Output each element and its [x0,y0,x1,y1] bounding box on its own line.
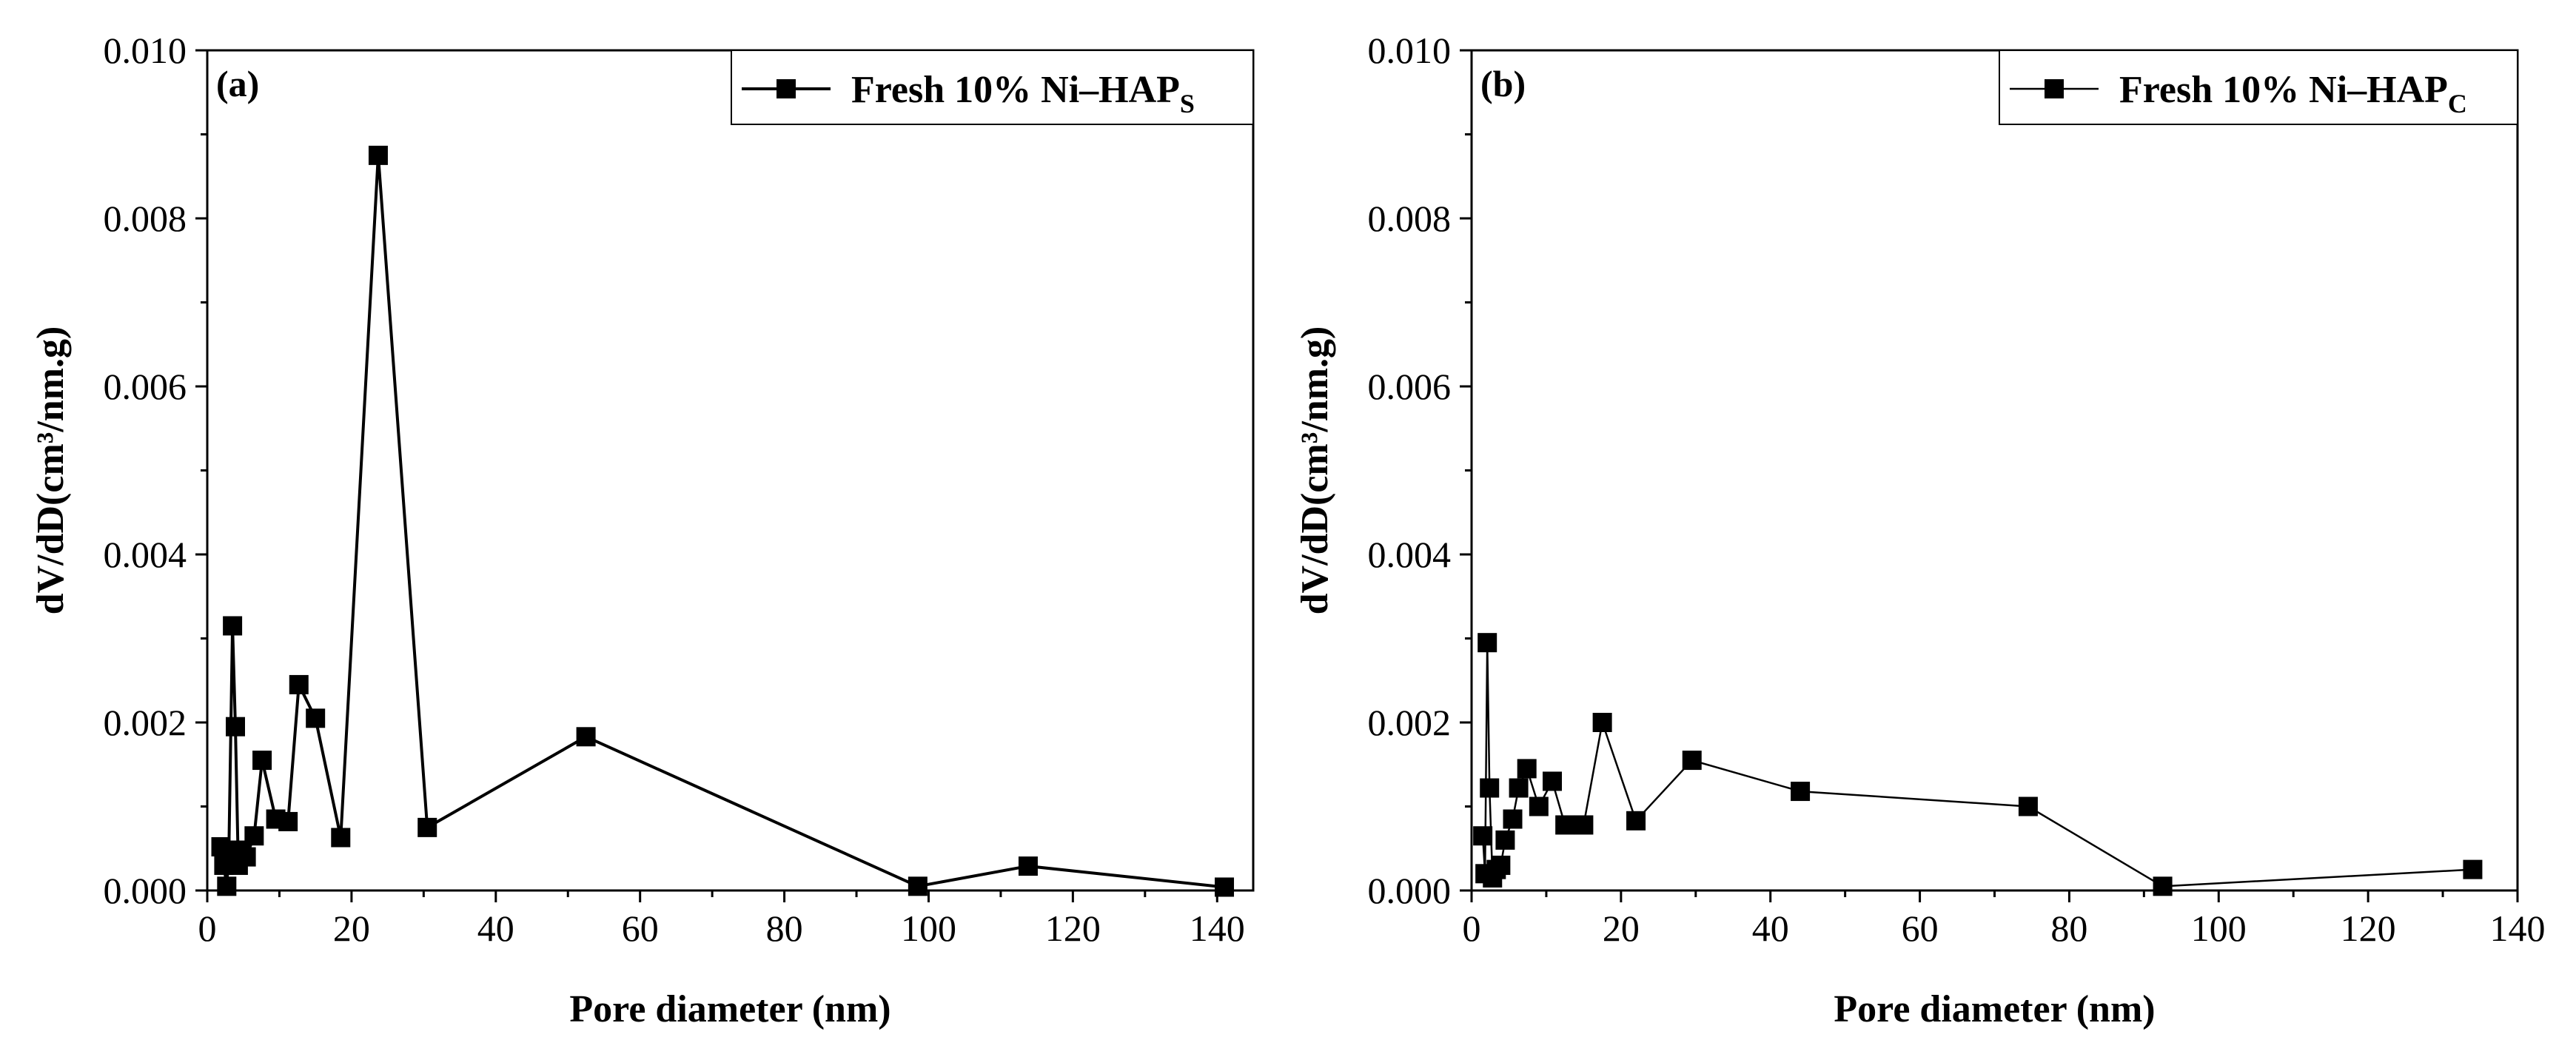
data-point [1215,877,1235,897]
x-tick-label: 140 [1190,908,1245,949]
data-point [278,811,298,831]
y-tick-label: 0.008 [104,198,187,239]
data-point [368,145,388,165]
y-tick-label: 0.006 [104,366,187,407]
data-point [244,826,264,846]
data-point [1791,782,1811,802]
data-point [1555,815,1575,835]
data-point [306,708,326,728]
legend-label: Fresh 10% Ni–HAPC [2119,69,2467,118]
x-tick-label: 20 [1603,908,1640,949]
data-point [1491,855,1511,875]
legend-marker [777,79,796,98]
series-line [1481,641,2473,888]
y-tick-label: 0.006 [1368,366,1452,407]
plot-frame [206,49,1255,892]
data-point [1682,751,1702,771]
legend-label: Fresh 10% Ni–HAPS [851,69,1195,118]
legend-marker [2045,79,2064,98]
x-tick-label: 120 [2341,908,2396,949]
x-tick-label: 0 [198,908,217,949]
data-point [1018,856,1038,876]
x-tick-label: 60 [622,908,659,949]
x-tick-label: 100 [901,908,956,949]
panel-b: 0 20 40 60 80 100 120 140 0.000 0.002 0.004 0.006 0.… [1294,30,2546,1030]
data-point [223,616,243,636]
data-point [1592,713,1612,732]
data-point [226,717,246,737]
x-axis-title: Pore diameter (nm) [569,988,890,1030]
x-tick-label: 20 [333,908,370,949]
panel-label: (a) [216,63,259,104]
plot-frame [1470,49,2519,892]
panel-label: (b) [1480,63,1526,104]
data-point [1473,826,1493,846]
legend-box [1999,50,2518,125]
x-tick-label: 60 [1902,908,1939,949]
data-point [331,828,351,848]
y-tick-label: 0.010 [1368,30,1452,71]
x-tick-label: 120 [1045,908,1101,949]
x-tick-label: 80 [2050,908,2087,949]
data-point [1543,771,1563,791]
x-tick-label: 40 [1752,908,1789,949]
data-point [1509,778,1529,798]
x-tick-label: 0 [1463,908,1481,949]
data-point [1517,759,1537,779]
data-point [1477,633,1497,653]
data-point [1626,811,1646,831]
x-tick-label: 80 [766,908,803,949]
y-tick-label: 0.002 [1368,702,1452,743]
y-axis-title: dV/dD(cm³/nm.g) [1294,326,1336,615]
data-point [252,751,272,771]
legend-label-subscript: C [2448,89,2467,118]
data-point [2018,796,2038,816]
legend-label-main: Fresh 10% Ni–HAP [851,69,1180,111]
data-point [217,876,237,896]
x-axis-title: Pore diameter (nm) [1834,988,2155,1030]
data-point [1529,796,1549,816]
x-tick-label: 40 [477,908,514,949]
y-tick-label: 0.002 [104,702,187,743]
legend-label-subscript: S [1180,89,1195,118]
y-tick-label: 0.010 [104,30,187,71]
y-axis-title: dV/dD(cm³/nm.g) [30,326,72,615]
data-point [1480,778,1500,798]
data-point [417,817,437,837]
y-tick-label: 0.008 [1368,198,1452,239]
x-tick-label: 140 [2490,908,2546,949]
y-tick-label: 0.000 [104,870,187,911]
y-tick-label: 0.004 [104,534,187,575]
data-point [908,876,928,896]
y-tick-label: 0.000 [1368,870,1452,911]
data-point [1495,830,1515,850]
series-line [219,153,1225,889]
data-point [236,847,256,867]
data-point [2463,859,2483,879]
panel-a: 0 20 40 60 80 100 120 140 0.000 0.002 0.004 0.006 0.… [30,30,1255,1030]
data-point [1503,809,1523,829]
data-point [576,727,596,747]
data-point [2153,876,2173,896]
data-point [289,674,309,694]
data-point [1574,815,1594,835]
legend-label-main: Fresh 10% Ni–HAP [2119,69,2448,111]
x-tick-label: 100 [2191,908,2247,949]
y-tick-label: 0.004 [1368,534,1452,575]
